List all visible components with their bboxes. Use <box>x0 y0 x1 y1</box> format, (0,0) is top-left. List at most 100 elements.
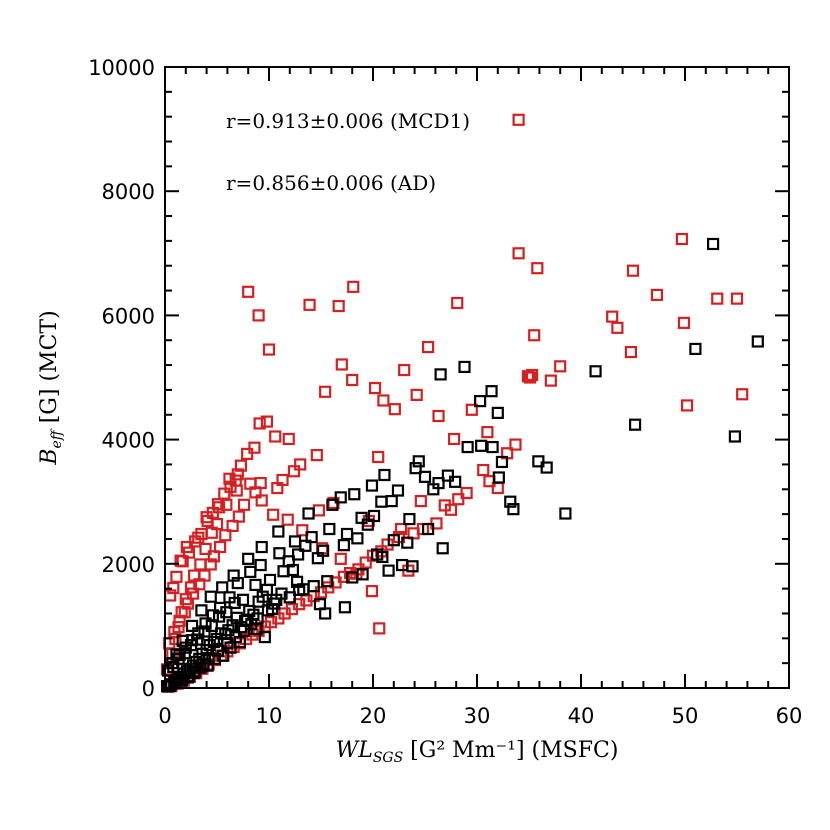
marker-mcd1 <box>208 652 222 665</box>
marker-ad <box>188 569 201 582</box>
marker-mcd1 <box>179 641 192 654</box>
marker-mcd1 <box>263 573 277 587</box>
y-axis-title: Beff [G] (MCT) <box>37 310 65 465</box>
marker-ad <box>414 494 427 508</box>
marker-ad <box>332 299 345 313</box>
marker-mcd1 <box>311 552 324 565</box>
marker-ad <box>521 370 535 383</box>
marker-mcd1 <box>182 670 196 683</box>
marker-mcd1 <box>365 479 379 492</box>
marker-mcd1 <box>261 604 275 617</box>
marker-mcd1 <box>340 527 354 541</box>
marker-ad <box>398 363 411 377</box>
y-axis-title-symbol: B <box>37 448 62 465</box>
marker-mcd1 <box>378 468 391 482</box>
marker-ad <box>253 417 266 430</box>
data-markers <box>160 113 764 693</box>
marker-mcd1 <box>355 511 368 524</box>
marker-mcd1 <box>216 581 229 594</box>
marker-mcd1 <box>495 455 509 469</box>
marker-ad <box>359 556 372 569</box>
marker-mcd1 <box>175 673 188 686</box>
marker-mcd1 <box>305 530 318 544</box>
marker-mcd1 <box>367 509 381 523</box>
x-axis-title-symbol: WL <box>336 738 373 763</box>
marker-mcd1 <box>212 610 226 623</box>
marker-ad <box>282 432 295 446</box>
marker-ad <box>281 513 294 526</box>
marker-ad <box>438 499 451 512</box>
marker-ad <box>711 292 724 305</box>
marker-mcd1 <box>211 644 225 657</box>
marker-ad <box>611 321 624 334</box>
marker-mcd1 <box>245 617 258 631</box>
marker-mcd1 <box>385 494 398 508</box>
marker-mcd1 <box>258 630 271 644</box>
marker-mcd1 <box>326 498 339 511</box>
marker-ad <box>346 373 359 387</box>
marker-ad <box>241 447 254 460</box>
marker-ad <box>368 381 382 395</box>
marker-ad <box>218 487 231 500</box>
x-tick-label: 10 <box>256 704 283 728</box>
marker-mcd1 <box>436 542 449 555</box>
marker-mcd1 <box>406 560 419 573</box>
marker-ad <box>234 459 248 472</box>
marker-ad <box>230 484 243 497</box>
marker-ad <box>172 621 185 634</box>
marker-ad <box>194 558 207 571</box>
marker-ad <box>287 465 301 478</box>
marker-ad <box>335 358 348 371</box>
marker-ad <box>677 316 691 329</box>
marker-mcd1 <box>237 624 251 637</box>
marker-mcd1 <box>338 601 352 614</box>
marker-mcd1 <box>532 455 545 468</box>
marker-mcd1 <box>375 495 388 508</box>
marker-ad <box>176 555 189 568</box>
marker-ad <box>237 498 251 511</box>
marker-mcd1 <box>242 552 255 565</box>
marker-mcd1 <box>283 591 296 604</box>
marker-mcd1 <box>236 593 250 606</box>
marker-ad <box>460 486 473 500</box>
marker-ad <box>626 264 640 277</box>
marker-mcd1 <box>273 547 286 560</box>
marker-ad <box>312 504 326 517</box>
marker-mcd1 <box>334 491 347 504</box>
marker-mcd1 <box>422 522 435 536</box>
marker-ad <box>481 426 494 439</box>
marker-mcd1 <box>492 471 505 484</box>
marker-ad <box>650 288 664 302</box>
marker-ad <box>189 535 202 548</box>
marker-mcd1 <box>348 488 361 501</box>
marker-mcd1 <box>160 680 174 693</box>
marker-ad <box>271 481 284 495</box>
marker-mcd1 <box>475 439 488 452</box>
marker-ad <box>422 340 435 354</box>
y-axis-title-subscript: eff <box>49 428 65 448</box>
marker-mcd1 <box>252 595 265 608</box>
marker-ad <box>407 527 420 540</box>
marker-mcd1 <box>197 658 210 671</box>
marker-ad <box>242 285 255 298</box>
marker-ad <box>451 296 464 310</box>
marker-ad <box>252 309 265 322</box>
correlation-annotation-ad: r=0.856±0.006 (AD) <box>226 171 436 195</box>
marker-mcd1 <box>337 539 350 552</box>
marker-ad <box>269 430 282 443</box>
marker-mcd1 <box>323 522 336 536</box>
marker-ad <box>448 432 461 446</box>
marker-mcd1 <box>229 630 242 644</box>
axis-ticks: 0 10 20 30 40 50 60 0 2000 4000 6000 8000 10000 <box>88 56 802 728</box>
marker-mcd1 <box>361 518 374 531</box>
marker-ad <box>262 343 276 356</box>
marker-mcd1 <box>244 565 257 578</box>
marker-ad <box>226 519 239 533</box>
marker-mcd1 <box>198 625 211 638</box>
x-tick-label: 60 <box>776 704 803 728</box>
marker-ad <box>680 399 694 412</box>
marker-ad <box>606 310 619 323</box>
marker-mcd1 <box>268 597 281 610</box>
marker-ad <box>260 415 274 428</box>
marker-mcd1 <box>272 525 285 538</box>
